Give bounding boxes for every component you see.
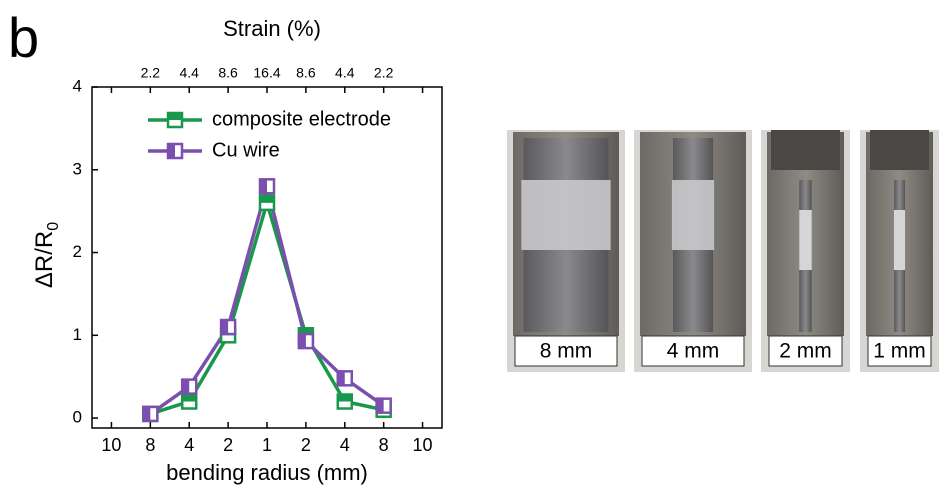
photo-label: 1 mm xyxy=(873,340,926,363)
point xyxy=(375,397,392,414)
y-tick-label: 2 xyxy=(73,242,82,261)
x-axis-title: bending radius (mm) xyxy=(166,460,368,485)
photo: 4 mm xyxy=(634,130,752,372)
panel-label: b xyxy=(8,6,39,69)
photos: 8 mm 4 mm 2 mm 1 mm xyxy=(507,130,939,372)
top-tick-label: 8.6 xyxy=(296,65,316,81)
x-tick-label: 10 xyxy=(413,435,433,455)
x-tick-label: 4 xyxy=(340,435,350,455)
top-tick-label: 16.4 xyxy=(253,65,280,81)
photo: 1 mm xyxy=(860,130,939,372)
point xyxy=(258,178,276,195)
point xyxy=(258,194,276,212)
point xyxy=(297,332,315,350)
top-tick-label: 8.6 xyxy=(218,65,238,81)
point xyxy=(142,405,159,423)
plot-frame xyxy=(91,86,443,429)
top-tick-label: 4.4 xyxy=(335,65,355,81)
x-tick-label: 10 xyxy=(101,435,121,455)
x-tick-label: 1 xyxy=(262,435,272,455)
y-tick-label: 4 xyxy=(73,76,82,95)
x-tick-label: 8 xyxy=(145,435,155,455)
photo-label: 2 mm xyxy=(779,340,832,363)
photo: 2 mm xyxy=(761,130,850,372)
legend-marker xyxy=(166,142,184,160)
x-tick-label: 8 xyxy=(379,435,389,455)
point xyxy=(219,318,237,336)
point xyxy=(180,393,198,410)
x-tick-label: 4 xyxy=(184,435,194,455)
legend-marker xyxy=(166,111,184,129)
y-tick-label: 1 xyxy=(73,325,82,344)
top-tick-label: 4.4 xyxy=(179,65,199,81)
plot: 0 1 2 3 4 10 8 2.2 4 4.4 2 8.6 1 16.4 2 8.6 4 4.4 8 2.2 10 co… xyxy=(73,65,443,455)
y-tick-label: 0 xyxy=(73,408,82,427)
top-tick-label: 2.2 xyxy=(374,65,394,81)
photo: 8 mm xyxy=(507,130,625,372)
y-axis-title: ΔR/R0 xyxy=(31,222,62,288)
legend-label: composite electrode xyxy=(212,108,391,130)
top-axis-title: Strain (%) xyxy=(223,16,321,41)
point xyxy=(336,370,354,387)
y-tick-label: 3 xyxy=(73,159,82,178)
top-tick-label: 2.2 xyxy=(141,65,161,81)
photo-label: 8 mm xyxy=(540,340,593,363)
legend-label: Cu wire xyxy=(212,139,280,161)
point xyxy=(180,378,198,395)
point xyxy=(336,393,354,410)
x-tick-label: 2 xyxy=(223,435,233,455)
x-tick-label: 2 xyxy=(301,435,311,455)
photo-label: 4 mm xyxy=(667,340,720,363)
